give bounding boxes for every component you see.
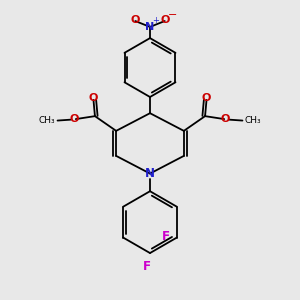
Text: O: O (221, 114, 230, 124)
Text: O: O (130, 15, 140, 25)
Text: N: N (146, 22, 154, 32)
Text: −: − (167, 10, 177, 20)
Text: +: + (152, 16, 159, 25)
Text: O: O (160, 15, 169, 25)
Text: O: O (70, 114, 79, 124)
Text: F: F (143, 260, 151, 273)
Text: O: O (89, 93, 98, 103)
Text: CH₃: CH₃ (245, 116, 261, 125)
Text: CH₃: CH₃ (39, 116, 55, 125)
Text: O: O (202, 93, 211, 103)
Text: F: F (162, 230, 170, 243)
Text: N: N (145, 167, 155, 180)
